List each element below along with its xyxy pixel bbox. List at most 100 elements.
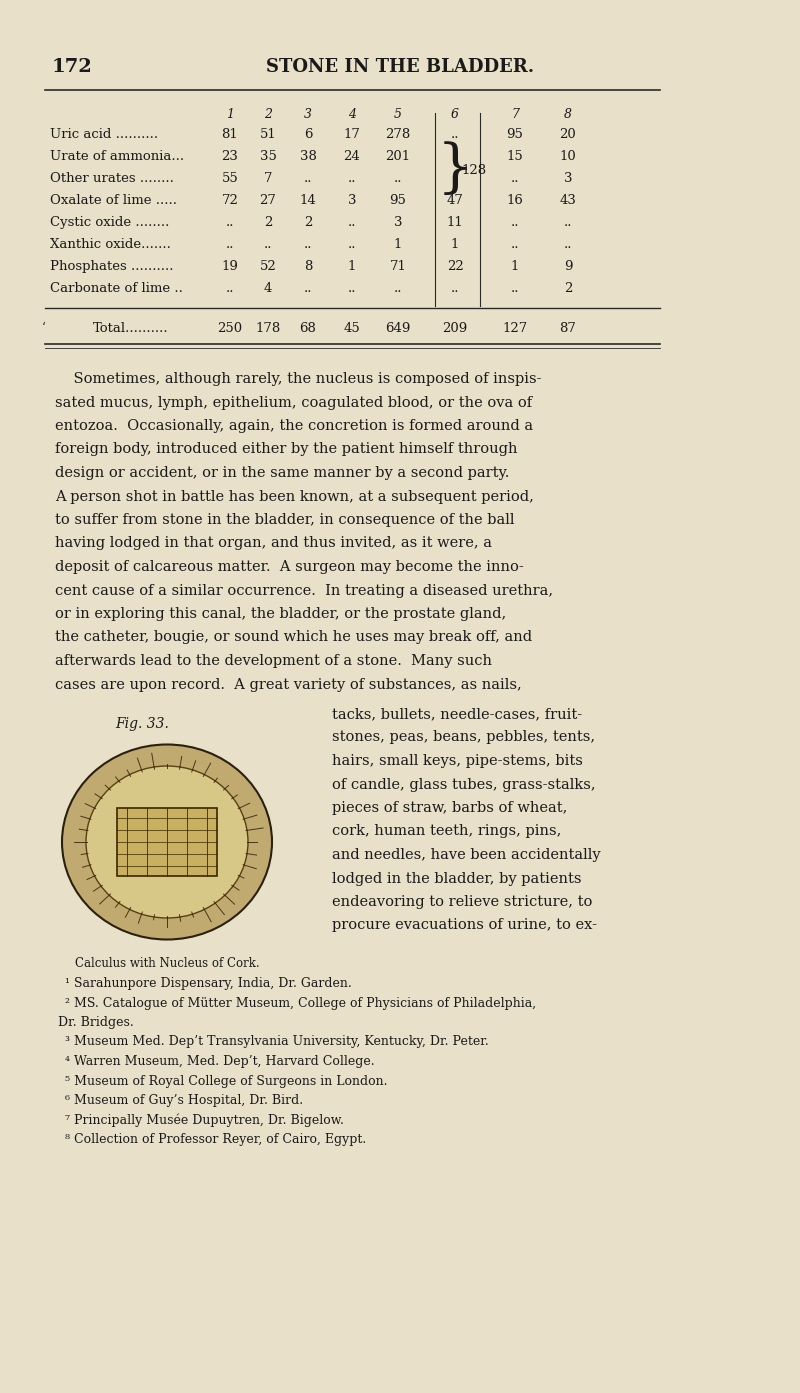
Text: ..: .. xyxy=(510,238,519,251)
Text: 45: 45 xyxy=(344,322,360,334)
Text: ..: .. xyxy=(348,281,356,295)
Text: 3: 3 xyxy=(564,171,572,185)
Text: ..: .. xyxy=(226,281,234,295)
Text: Urate of ammonia...: Urate of ammonia... xyxy=(50,150,184,163)
Text: A person shot in battle has been known, at a subsequent period,: A person shot in battle has been known, … xyxy=(55,489,534,503)
Text: tacks, bullets, needle-cases, fruit-: tacks, bullets, needle-cases, fruit- xyxy=(332,708,582,722)
Text: Other urates ........: Other urates ........ xyxy=(50,171,174,185)
Text: ..: .. xyxy=(510,216,519,228)
Text: 7: 7 xyxy=(264,171,272,185)
Text: entozoa.  Occasionally, again, the concretion is formed around a: entozoa. Occasionally, again, the concre… xyxy=(55,419,533,433)
Text: ..: .. xyxy=(304,281,312,295)
Text: 47: 47 xyxy=(446,194,463,208)
Text: 71: 71 xyxy=(390,260,406,273)
Text: 172: 172 xyxy=(52,59,93,77)
Text: hairs, small keys, pipe-stems, bits: hairs, small keys, pipe-stems, bits xyxy=(332,754,583,768)
Text: cases are upon record.  A great variety of substances, as nails,: cases are upon record. A great variety o… xyxy=(55,677,522,691)
Text: 209: 209 xyxy=(442,322,468,334)
Text: 127: 127 xyxy=(502,322,528,334)
Text: deposit of calcareous matter.  A surgeon may become the inno-: deposit of calcareous matter. A surgeon … xyxy=(55,560,524,574)
Text: Oxalate of lime .....: Oxalate of lime ..... xyxy=(50,194,177,208)
Text: ⁶ Museum of Guy’s Hospital, Dr. Bird.: ⁶ Museum of Guy’s Hospital, Dr. Bird. xyxy=(65,1094,303,1107)
Text: 2: 2 xyxy=(304,216,312,228)
Text: 72: 72 xyxy=(222,194,238,208)
Text: 87: 87 xyxy=(559,322,577,334)
Text: 649: 649 xyxy=(386,322,410,334)
Text: sated mucus, lymph, epithelium, coagulated blood, or the ova of: sated mucus, lymph, epithelium, coagulat… xyxy=(55,396,532,410)
Text: ‘: ‘ xyxy=(42,322,46,334)
Text: 278: 278 xyxy=(386,128,410,141)
Text: ..: .. xyxy=(348,216,356,228)
Text: ² MS. Catalogue of Mütter Museum, College of Physicians of Philadelphia,: ² MS. Catalogue of Mütter Museum, Colleg… xyxy=(65,996,536,1010)
Text: ³ Museum Med. Dep’t Transylvania University, Kentucky, Dr. Peter.: ³ Museum Med. Dep’t Transylvania Univers… xyxy=(65,1035,489,1049)
Text: 20: 20 xyxy=(560,128,576,141)
Text: Dr. Bridges.: Dr. Bridges. xyxy=(58,1015,134,1029)
Text: ⁴ Warren Museum, Med. Dep’t, Harvard College.: ⁴ Warren Museum, Med. Dep’t, Harvard Col… xyxy=(65,1055,374,1068)
Text: ..: .. xyxy=(450,281,459,295)
Text: 250: 250 xyxy=(218,322,242,334)
Text: 52: 52 xyxy=(260,260,276,273)
Text: 2: 2 xyxy=(564,281,572,295)
Text: 1: 1 xyxy=(511,260,519,273)
Text: design or accident, or in the same manner by a second party.: design or accident, or in the same manne… xyxy=(55,467,510,481)
Text: Fig. 33.: Fig. 33. xyxy=(115,717,169,731)
Text: 16: 16 xyxy=(506,194,523,208)
Text: 4: 4 xyxy=(348,109,356,121)
Text: Total..........: Total.......... xyxy=(93,322,169,334)
Text: cent cause of a similar occurrence.  In treating a diseased urethra,: cent cause of a similar occurrence. In t… xyxy=(55,584,553,598)
Text: afterwards lead to the development of a stone.  Many such: afterwards lead to the development of a … xyxy=(55,653,492,669)
Text: 38: 38 xyxy=(299,150,317,163)
Text: ..: .. xyxy=(226,238,234,251)
Text: 2: 2 xyxy=(264,109,272,121)
Bar xyxy=(117,808,217,876)
Text: ..: .. xyxy=(510,171,519,185)
Text: ..: .. xyxy=(264,238,272,251)
Text: 6: 6 xyxy=(451,109,459,121)
Text: 15: 15 xyxy=(506,150,523,163)
Text: 24: 24 xyxy=(344,150,360,163)
Text: 14: 14 xyxy=(300,194,316,208)
Text: procure evacuations of urine, to ex-: procure evacuations of urine, to ex- xyxy=(332,918,597,932)
Text: cork, human teeth, rings, pins,: cork, human teeth, rings, pins, xyxy=(332,825,562,839)
Text: ..: .. xyxy=(348,238,356,251)
Text: 81: 81 xyxy=(222,128,238,141)
Text: of candle, glass tubes, grass-stalks,: of candle, glass tubes, grass-stalks, xyxy=(332,777,596,791)
Text: 3: 3 xyxy=(304,109,312,121)
Text: ..: .. xyxy=(450,128,459,141)
Text: 4: 4 xyxy=(264,281,272,295)
Text: ..: .. xyxy=(348,171,356,185)
Text: lodged in the bladder, by patients: lodged in the bladder, by patients xyxy=(332,872,582,886)
Ellipse shape xyxy=(62,744,272,939)
Text: }: } xyxy=(437,142,474,198)
Text: 5: 5 xyxy=(394,109,402,121)
Text: 201: 201 xyxy=(386,150,410,163)
Text: 6: 6 xyxy=(304,128,312,141)
Text: 1: 1 xyxy=(394,238,402,251)
Text: 9: 9 xyxy=(564,260,572,273)
Text: Uric acid ..........: Uric acid .......... xyxy=(50,128,158,141)
Text: 3: 3 xyxy=(348,194,356,208)
Text: Xanthic oxide.......: Xanthic oxide....... xyxy=(50,238,171,251)
Text: 68: 68 xyxy=(299,322,317,334)
Text: foreign body, introduced either by the patient himself through: foreign body, introduced either by the p… xyxy=(55,443,518,457)
Text: 27: 27 xyxy=(259,194,277,208)
Text: or in exploring this canal, the bladder, or the prostate gland,: or in exploring this canal, the bladder,… xyxy=(55,607,506,621)
Text: ..: .. xyxy=(564,238,572,251)
Text: having lodged in that organ, and thus invited, as it were, a: having lodged in that organ, and thus in… xyxy=(55,536,492,550)
Text: 128: 128 xyxy=(461,163,486,177)
Text: 19: 19 xyxy=(222,260,238,273)
Text: stones, peas, beans, pebbles, tents,: stones, peas, beans, pebbles, tents, xyxy=(332,730,595,744)
Text: 3: 3 xyxy=(394,216,402,228)
Text: ..: .. xyxy=(304,238,312,251)
Text: 178: 178 xyxy=(255,322,281,334)
Text: the catheter, bougie, or sound which he uses may break off, and: the catheter, bougie, or sound which he … xyxy=(55,631,532,645)
Text: ..: .. xyxy=(226,216,234,228)
Text: 43: 43 xyxy=(559,194,577,208)
Text: 1: 1 xyxy=(451,238,459,251)
Text: ..: .. xyxy=(564,216,572,228)
Text: endeavoring to relieve stricture, to: endeavoring to relieve stricture, to xyxy=(332,894,592,910)
Text: pieces of straw, barbs of wheat,: pieces of straw, barbs of wheat, xyxy=(332,801,567,815)
Text: Cystic oxide ........: Cystic oxide ........ xyxy=(50,216,170,228)
Text: 1: 1 xyxy=(226,109,234,121)
Text: Carbonate of lime ..: Carbonate of lime .. xyxy=(50,281,183,295)
